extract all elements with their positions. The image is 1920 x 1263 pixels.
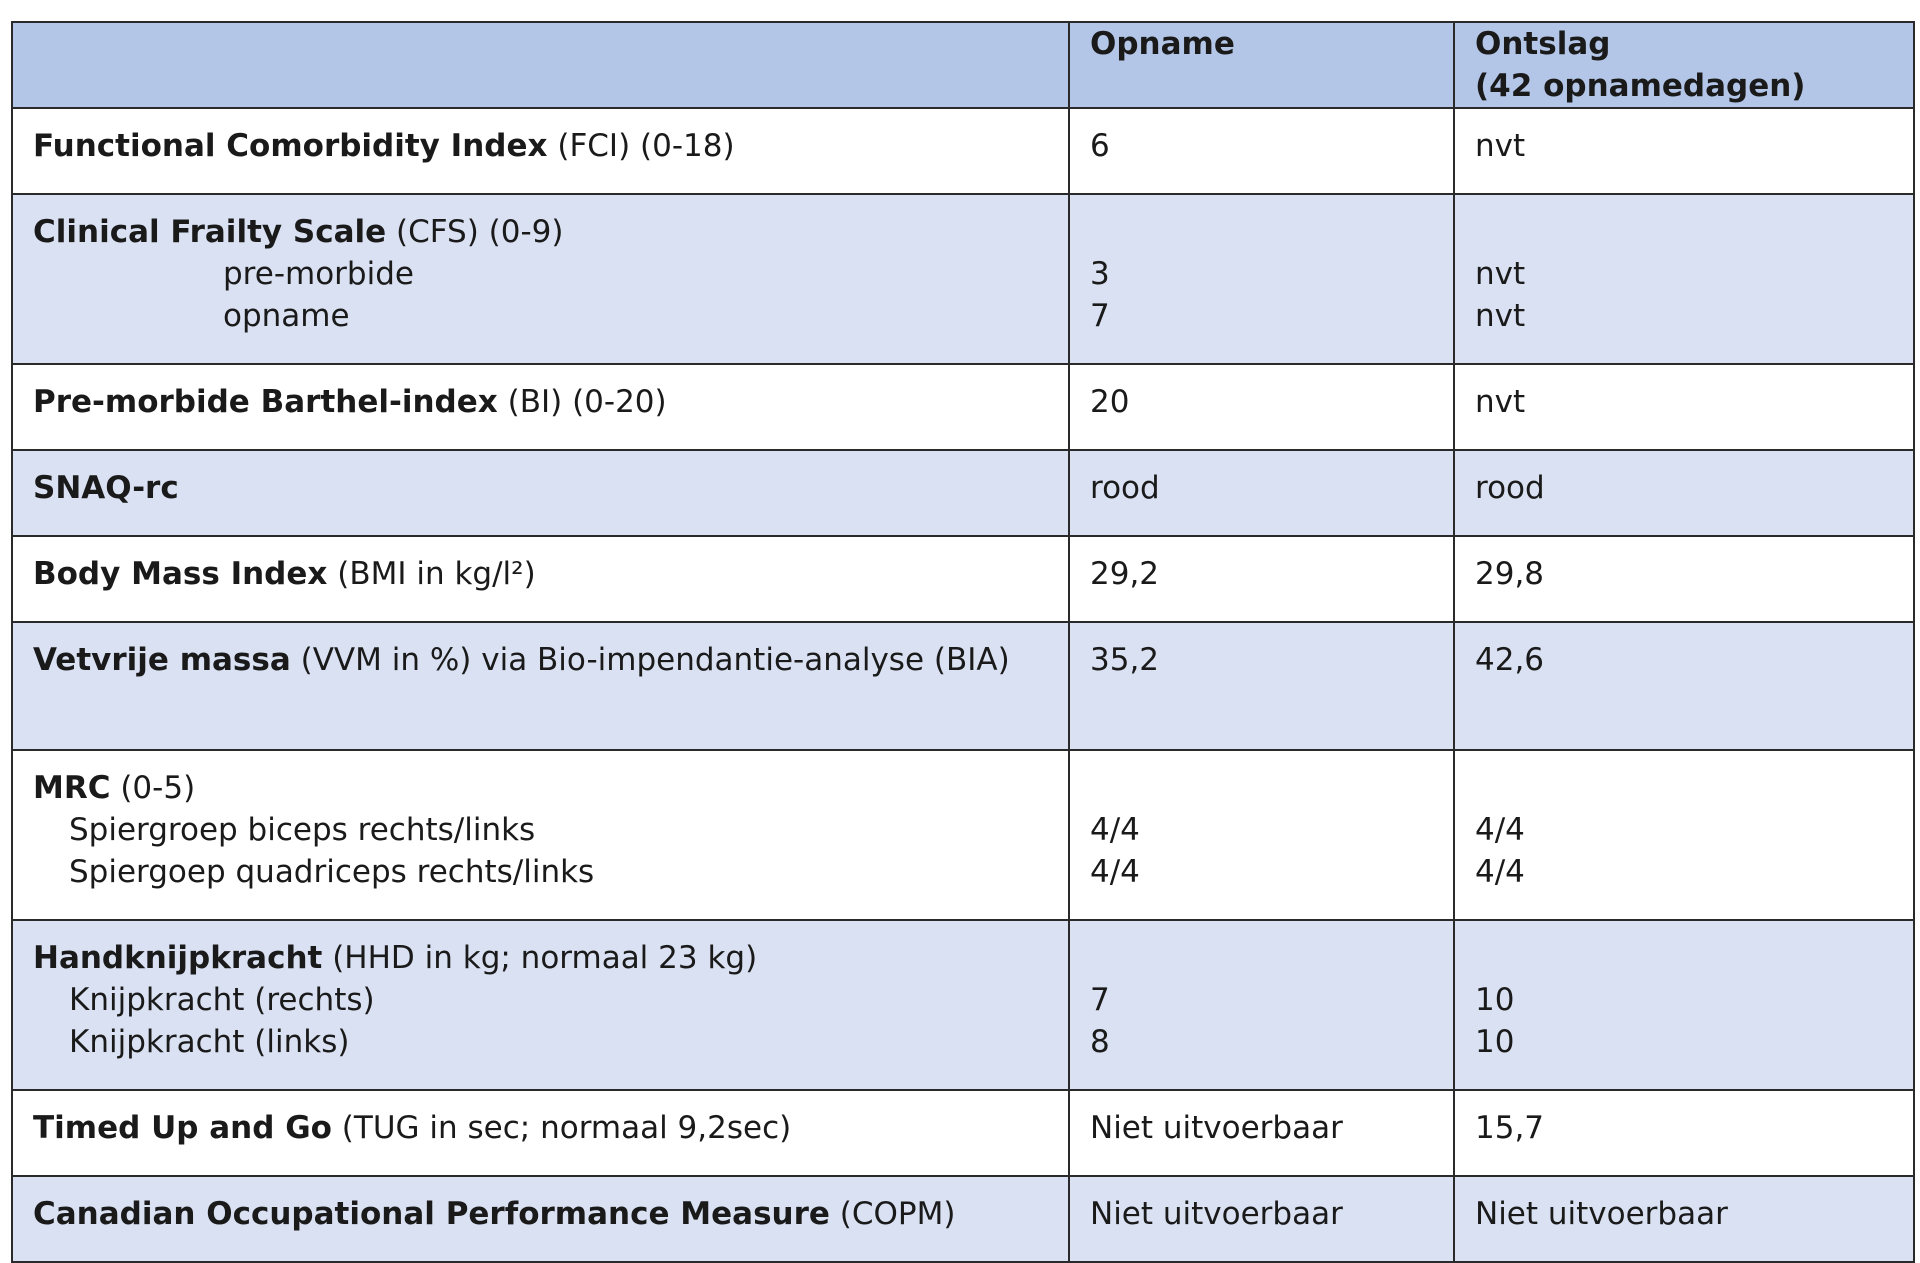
header-measure: [11, 21, 1070, 109]
measure-cell: Clinical Frailty Scale (CFS) (0-9) pre-m…: [11, 193, 1070, 365]
measure-detail: (VVM in %) via Bio-impendantie-analyse (…: [290, 642, 1010, 678]
ontslag-value: nvt: [1453, 107, 1915, 195]
ontslag-value: 29,8: [1453, 535, 1915, 623]
sub-opname-value: 4/4: [1090, 812, 1140, 848]
ontslag-value: nvt nvt: [1453, 193, 1915, 365]
table-row: Pre-morbide Barthel-index (BI) (0-20) 20…: [11, 363, 1915, 451]
table-row: Body Mass Index (BMI in kg/l²) 29,2 29,8: [11, 535, 1915, 623]
sub-measure-label: opname: [223, 298, 350, 334]
measure-cell: Pre-morbide Barthel-index (BI) (0-20): [11, 363, 1070, 451]
opname-value: Niet uitvoerbaar: [1068, 1175, 1455, 1263]
sub-ontslag-value: 4/4: [1475, 812, 1525, 848]
table-row: Timed Up and Go (TUG in sec; normaal 9,2…: [11, 1089, 1915, 1177]
table-row: SNAQ-rc rood rood: [11, 449, 1915, 537]
header-ontslag: Ontslag (42 opnamedagen): [1453, 21, 1915, 109]
header-ontslag-days: (42 opnamedagen): [1475, 68, 1806, 104]
opname-value: 35,2: [1068, 621, 1455, 751]
measurements-table: Opname Ontslag (42 opnamedagen) Function…: [11, 21, 1915, 1263]
header-ontslag-label: Ontslag: [1475, 26, 1611, 62]
measure-cell: Functional Comorbidity Index (FCI) (0-18…: [11, 107, 1070, 195]
opname-value: Niet uitvoerbaar: [1068, 1089, 1455, 1177]
sub-measure-label: Knijpkracht (links): [69, 1024, 350, 1060]
measure-detail: (COPM): [829, 1196, 956, 1232]
measure-detail: (FCI) (0-18): [547, 128, 735, 164]
sub-opname-value: 8: [1090, 1024, 1110, 1060]
sub-measure-label: Spiergroep biceps rechts/links: [69, 812, 536, 848]
measure-detail: (HHD in kg; normaal 23 kg): [322, 940, 758, 976]
ontslag-value: nvt: [1453, 363, 1915, 451]
table-row: Canadian Occupational Performance Measur…: [11, 1175, 1915, 1263]
measure-detail: (0-5): [110, 770, 196, 806]
measure-cell: Vetvrije massa (VVM in %) via Bio-impend…: [11, 621, 1070, 751]
opname-value: 3 7: [1068, 193, 1455, 365]
sub-ontslag-value: nvt: [1475, 256, 1526, 292]
measure-detail: (CFS) (0-9): [386, 214, 564, 250]
measure-detail: (BI) (0-20): [497, 384, 667, 420]
ontslag-value: Niet uitvoerbaar: [1453, 1175, 1915, 1263]
opname-value: rood: [1068, 449, 1455, 537]
measure-name: Handknijpkracht: [33, 940, 323, 976]
sub-opname-value: 3: [1090, 256, 1110, 292]
sub-measure-label: Spiergoep quadriceps rechts/links: [69, 854, 595, 890]
sub-opname-value: 4/4: [1090, 854, 1140, 890]
ontslag-value: 4/4 4/4: [1453, 749, 1915, 921]
measure-name: SNAQ-rc: [33, 470, 179, 506]
table-row: Clinical Frailty Scale (CFS) (0-9) pre-m…: [11, 193, 1915, 365]
table-header-row: Opname Ontslag (42 opnamedagen): [11, 21, 1915, 109]
measure-name: Canadian Occupational Performance Measur…: [33, 1196, 830, 1232]
ontslag-value: 42,6: [1453, 621, 1915, 751]
measure-name: Body Mass Index: [33, 556, 328, 592]
table-row: MRC (0-5) Spiergroep biceps rechts/links…: [11, 749, 1915, 921]
measure-cell: Canadian Occupational Performance Measur…: [11, 1175, 1070, 1263]
sub-opname-value: 7: [1090, 982, 1110, 1018]
measure-name: MRC: [33, 770, 111, 806]
sub-opname-value: 7: [1090, 298, 1110, 334]
measure-cell: MRC (0-5) Spiergroep biceps rechts/links…: [11, 749, 1070, 921]
header-opname-label: Opname: [1090, 26, 1235, 62]
opname-value: 20: [1068, 363, 1455, 451]
opname-value: 6: [1068, 107, 1455, 195]
measure-detail: (BMI in kg/l²): [327, 556, 536, 592]
sub-measure-label: pre-morbide: [223, 256, 414, 292]
ontslag-value: 15,7: [1453, 1089, 1915, 1177]
measure-cell: SNAQ-rc: [11, 449, 1070, 537]
opname-value: 7 8: [1068, 919, 1455, 1091]
measure-name: Clinical Frailty Scale: [33, 214, 387, 250]
measure-name: Timed Up and Go: [33, 1110, 332, 1146]
ontslag-value: 10 10: [1453, 919, 1915, 1091]
sub-measure-label: Knijpkracht (rechts): [69, 982, 375, 1018]
sub-ontslag-value: 10: [1475, 982, 1515, 1018]
header-opname: Opname: [1068, 21, 1455, 109]
table-row: Functional Comorbidity Index (FCI) (0-18…: [11, 107, 1915, 195]
sub-ontslag-value: nvt: [1475, 298, 1526, 334]
ontslag-value: rood: [1453, 449, 1915, 537]
opname-value: 29,2: [1068, 535, 1455, 623]
measure-name: Pre-morbide Barthel-index: [33, 384, 498, 420]
opname-value: 4/4 4/4: [1068, 749, 1455, 921]
table-row: Handknijpkracht (HHD in kg; normaal 23 k…: [11, 919, 1915, 1091]
measure-cell: Handknijpkracht (HHD in kg; normaal 23 k…: [11, 919, 1070, 1091]
measure-cell: Body Mass Index (BMI in kg/l²): [11, 535, 1070, 623]
measure-cell: Timed Up and Go (TUG in sec; normaal 9,2…: [11, 1089, 1070, 1177]
table-row: Vetvrije massa (VVM in %) via Bio-impend…: [11, 621, 1915, 751]
measure-name: Functional Comorbidity Index: [33, 128, 548, 164]
measure-name: Vetvrije massa: [33, 642, 291, 678]
measure-detail: (TUG in sec; normaal 9,2sec): [331, 1110, 792, 1146]
sub-ontslag-value: 10: [1475, 1024, 1515, 1060]
sub-ontslag-value: 4/4: [1475, 854, 1525, 890]
